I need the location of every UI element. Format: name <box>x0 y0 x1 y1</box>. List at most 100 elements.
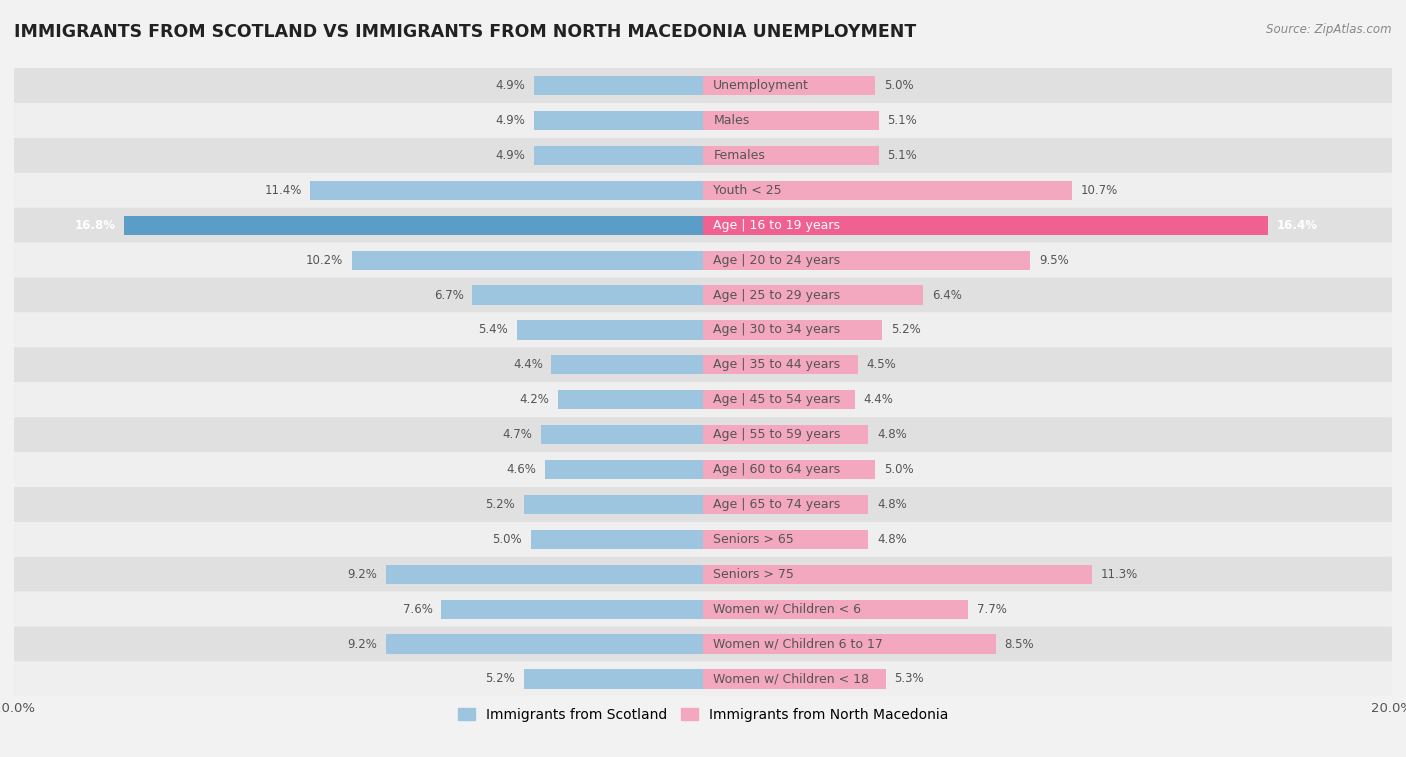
Text: IMMIGRANTS FROM SCOTLAND VS IMMIGRANTS FROM NORTH MACEDONIA UNEMPLOYMENT: IMMIGRANTS FROM SCOTLAND VS IMMIGRANTS F… <box>14 23 917 41</box>
Text: 4.9%: 4.9% <box>496 114 526 127</box>
FancyBboxPatch shape <box>14 487 1392 522</box>
Bar <box>703 460 875 479</box>
Text: 5.1%: 5.1% <box>887 114 917 127</box>
Text: 9.2%: 9.2% <box>347 568 377 581</box>
Text: 4.8%: 4.8% <box>877 533 907 546</box>
Text: 4.4%: 4.4% <box>513 358 543 372</box>
FancyBboxPatch shape <box>14 347 1392 382</box>
Bar <box>703 146 879 165</box>
FancyBboxPatch shape <box>14 313 1392 347</box>
Bar <box>534 146 703 165</box>
Text: Age | 55 to 59 years: Age | 55 to 59 years <box>713 428 841 441</box>
FancyBboxPatch shape <box>14 522 1392 557</box>
FancyBboxPatch shape <box>14 557 1392 592</box>
Bar <box>703 355 858 375</box>
Bar <box>352 251 703 269</box>
Text: 16.4%: 16.4% <box>1277 219 1317 232</box>
Text: Youth < 25: Youth < 25 <box>713 184 782 197</box>
Text: 5.0%: 5.0% <box>884 79 914 92</box>
Text: Age | 16 to 19 years: Age | 16 to 19 years <box>713 219 841 232</box>
Bar <box>544 460 703 479</box>
Bar <box>703 285 924 304</box>
FancyBboxPatch shape <box>14 627 1392 662</box>
Bar <box>703 600 969 618</box>
Text: 5.3%: 5.3% <box>894 672 924 686</box>
Text: 6.4%: 6.4% <box>932 288 962 301</box>
Text: Women w/ Children 6 to 17: Women w/ Children 6 to 17 <box>713 637 883 650</box>
Text: 5.0%: 5.0% <box>492 533 522 546</box>
FancyBboxPatch shape <box>14 103 1392 138</box>
Bar <box>472 285 703 304</box>
Text: 4.4%: 4.4% <box>863 393 893 407</box>
Bar <box>703 669 886 689</box>
Text: 5.1%: 5.1% <box>887 149 917 162</box>
FancyBboxPatch shape <box>14 662 1392 696</box>
Text: 10.2%: 10.2% <box>305 254 343 266</box>
FancyBboxPatch shape <box>14 417 1392 452</box>
Bar <box>703 251 1031 269</box>
Bar <box>703 216 1268 235</box>
Bar <box>703 111 879 130</box>
Bar <box>703 390 855 410</box>
Bar <box>311 181 703 200</box>
Bar <box>441 600 703 618</box>
Text: 9.2%: 9.2% <box>347 637 377 650</box>
Text: Age | 65 to 74 years: Age | 65 to 74 years <box>713 498 841 511</box>
Text: Age | 45 to 54 years: Age | 45 to 54 years <box>713 393 841 407</box>
Text: 5.2%: 5.2% <box>485 498 515 511</box>
Text: 16.8%: 16.8% <box>75 219 115 232</box>
FancyBboxPatch shape <box>14 278 1392 313</box>
Text: 4.7%: 4.7% <box>502 428 533 441</box>
Bar <box>387 634 703 654</box>
Text: Seniors > 65: Seniors > 65 <box>713 533 794 546</box>
Bar <box>517 320 703 340</box>
Text: Age | 25 to 29 years: Age | 25 to 29 years <box>713 288 841 301</box>
Bar <box>524 495 703 514</box>
Bar <box>703 320 882 340</box>
Text: 6.7%: 6.7% <box>433 288 464 301</box>
FancyBboxPatch shape <box>14 173 1392 207</box>
FancyBboxPatch shape <box>14 207 1392 243</box>
Bar <box>531 530 703 549</box>
Bar <box>703 634 995 654</box>
Bar <box>524 669 703 689</box>
FancyBboxPatch shape <box>14 592 1392 627</box>
Legend: Immigrants from Scotland, Immigrants from North Macedonia: Immigrants from Scotland, Immigrants fro… <box>453 702 953 727</box>
Text: Age | 35 to 44 years: Age | 35 to 44 years <box>713 358 841 372</box>
Text: Age | 30 to 34 years: Age | 30 to 34 years <box>713 323 841 336</box>
Text: 5.2%: 5.2% <box>485 672 515 686</box>
Bar <box>541 425 703 444</box>
FancyBboxPatch shape <box>14 243 1392 278</box>
Text: 4.8%: 4.8% <box>877 428 907 441</box>
Text: 8.5%: 8.5% <box>1004 637 1033 650</box>
Bar <box>124 216 703 235</box>
Text: Women w/ Children < 18: Women w/ Children < 18 <box>713 672 869 686</box>
Bar <box>551 355 703 375</box>
Text: 4.5%: 4.5% <box>866 358 897 372</box>
FancyBboxPatch shape <box>14 452 1392 487</box>
Text: 10.7%: 10.7% <box>1080 184 1118 197</box>
Bar <box>703 181 1071 200</box>
Bar <box>558 390 703 410</box>
Text: 5.4%: 5.4% <box>478 323 509 336</box>
FancyBboxPatch shape <box>14 68 1392 103</box>
Text: Seniors > 75: Seniors > 75 <box>713 568 794 581</box>
FancyBboxPatch shape <box>14 382 1392 417</box>
Text: 4.8%: 4.8% <box>877 498 907 511</box>
Bar <box>703 495 869 514</box>
Text: 4.2%: 4.2% <box>520 393 550 407</box>
FancyBboxPatch shape <box>14 138 1392 173</box>
Text: Males: Males <box>713 114 749 127</box>
Text: 5.2%: 5.2% <box>891 323 921 336</box>
Text: 9.5%: 9.5% <box>1039 254 1069 266</box>
Text: 7.7%: 7.7% <box>977 603 1007 615</box>
Bar <box>703 76 875 95</box>
Bar <box>534 76 703 95</box>
Text: Source: ZipAtlas.com: Source: ZipAtlas.com <box>1267 23 1392 36</box>
Text: Age | 60 to 64 years: Age | 60 to 64 years <box>713 463 841 476</box>
Text: Women w/ Children < 6: Women w/ Children < 6 <box>713 603 862 615</box>
Text: Females: Females <box>713 149 765 162</box>
Text: 11.4%: 11.4% <box>264 184 302 197</box>
Text: 7.6%: 7.6% <box>402 603 433 615</box>
Text: 4.6%: 4.6% <box>506 463 536 476</box>
